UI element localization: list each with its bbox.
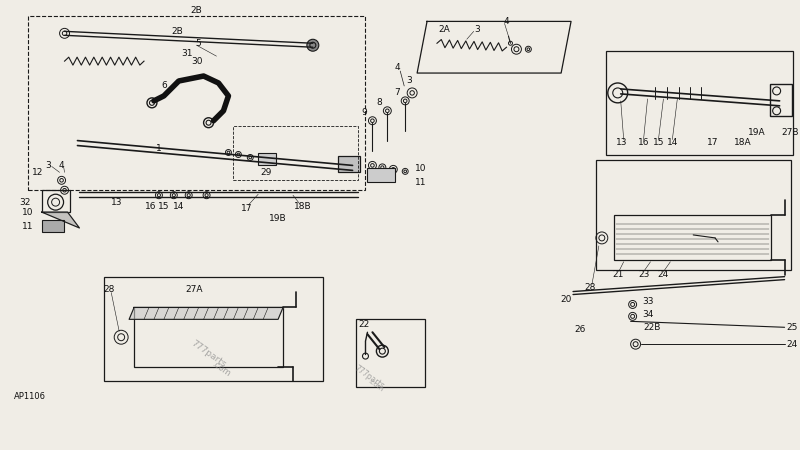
Text: 777parts: 777parts — [190, 339, 228, 369]
Text: 28: 28 — [103, 285, 115, 294]
Bar — [234, 126, 358, 180]
Text: 9: 9 — [362, 108, 367, 117]
Text: 14: 14 — [173, 202, 185, 211]
Polygon shape — [129, 307, 283, 320]
Text: .com: .com — [366, 378, 384, 392]
Text: 17: 17 — [707, 138, 719, 147]
Text: 19B: 19B — [270, 214, 287, 223]
Bar — [42, 220, 63, 232]
Text: 2B: 2B — [171, 27, 182, 36]
Text: 34: 34 — [642, 310, 654, 319]
Text: 24: 24 — [658, 270, 669, 279]
Text: 13: 13 — [111, 198, 123, 207]
Bar — [134, 307, 283, 367]
Text: 1: 1 — [156, 144, 162, 153]
Bar — [258, 153, 276, 166]
Bar — [367, 168, 395, 182]
Bar — [614, 215, 770, 260]
Text: 10: 10 — [22, 207, 34, 216]
Text: 22: 22 — [358, 320, 369, 329]
Text: 3: 3 — [406, 76, 412, 86]
Text: 27B: 27B — [782, 128, 799, 137]
Polygon shape — [42, 212, 79, 228]
Text: 14: 14 — [666, 138, 678, 147]
Text: 18B: 18B — [294, 202, 312, 211]
Text: 13: 13 — [616, 138, 627, 147]
Text: 4: 4 — [394, 63, 400, 72]
Text: 7: 7 — [394, 88, 400, 97]
Text: 8: 8 — [377, 99, 382, 108]
Bar — [355, 320, 425, 387]
Bar — [338, 157, 359, 172]
Text: 3: 3 — [474, 25, 479, 34]
Text: 33: 33 — [642, 297, 654, 306]
Text: 4: 4 — [58, 161, 64, 170]
Bar — [28, 17, 366, 190]
Text: 31: 31 — [181, 49, 193, 58]
Text: 11: 11 — [22, 222, 34, 231]
Text: 18A: 18A — [734, 138, 752, 147]
Text: 3: 3 — [45, 161, 50, 170]
Text: 27A: 27A — [185, 285, 202, 294]
Text: .com: .com — [210, 360, 231, 378]
Text: 2B: 2B — [190, 6, 202, 15]
Text: 777parts: 777parts — [353, 363, 386, 391]
Text: 22B: 22B — [643, 323, 661, 332]
Bar — [770, 84, 791, 116]
Text: 10: 10 — [415, 164, 426, 173]
Text: 16: 16 — [146, 202, 157, 211]
Text: 28: 28 — [584, 283, 596, 292]
Text: 15: 15 — [158, 202, 170, 211]
Text: 32: 32 — [19, 198, 30, 207]
Text: 11: 11 — [415, 178, 426, 187]
Text: 6: 6 — [161, 81, 166, 90]
Bar — [42, 190, 70, 212]
Text: 17: 17 — [241, 203, 252, 212]
Text: 30: 30 — [191, 57, 202, 66]
Text: 5: 5 — [196, 39, 202, 48]
Text: 21: 21 — [612, 270, 623, 279]
Bar — [596, 161, 790, 270]
Text: 12: 12 — [32, 168, 43, 177]
Text: 23: 23 — [638, 270, 650, 279]
Circle shape — [307, 39, 318, 51]
Text: 20: 20 — [561, 295, 572, 304]
Bar — [606, 51, 793, 156]
Text: 2A: 2A — [438, 25, 450, 34]
Text: AP1106: AP1106 — [14, 392, 46, 401]
Text: 19A: 19A — [748, 128, 766, 137]
Text: 26: 26 — [574, 325, 586, 334]
Text: 29: 29 — [261, 168, 272, 177]
Text: 25: 25 — [786, 323, 798, 332]
Text: 4: 4 — [504, 17, 510, 26]
Bar — [104, 277, 322, 381]
Text: 15: 15 — [653, 138, 664, 147]
Text: 24: 24 — [786, 340, 798, 349]
Text: 16: 16 — [638, 138, 650, 147]
